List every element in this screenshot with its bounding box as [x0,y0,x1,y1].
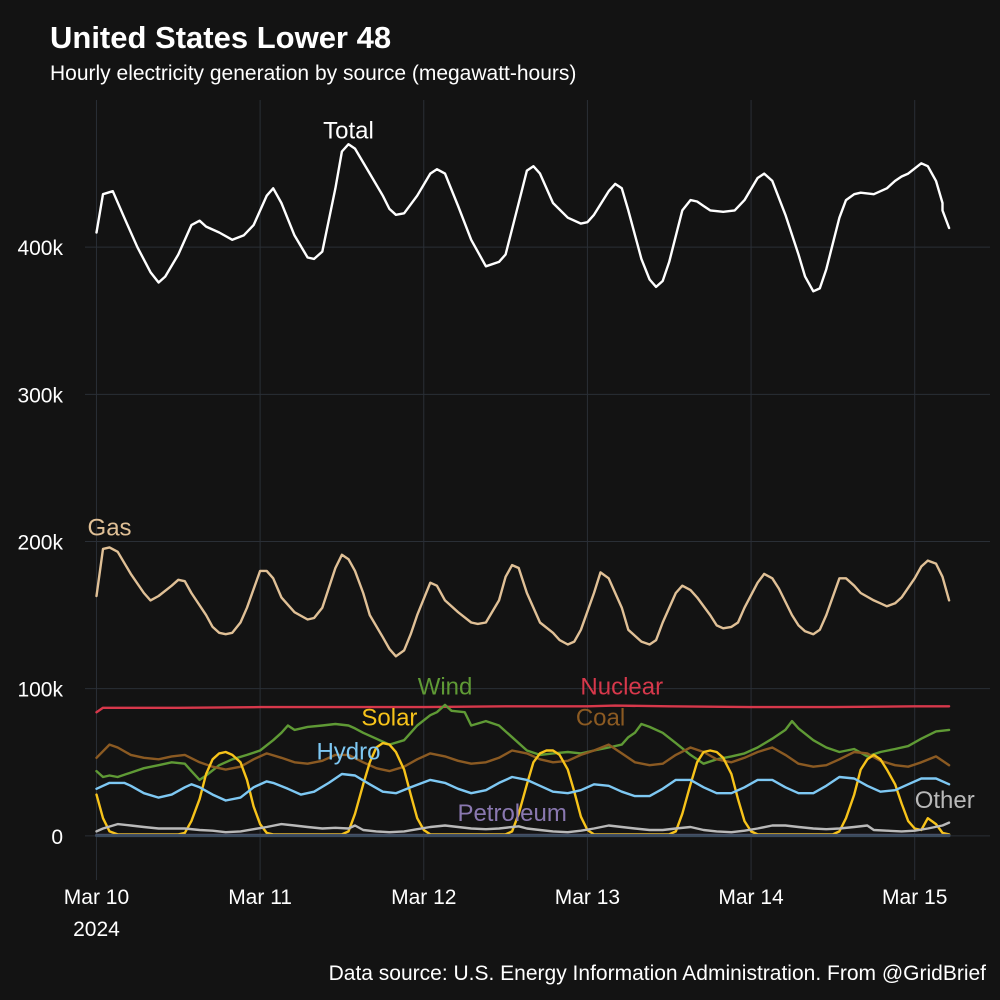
y-tick-label: 0 [51,826,63,849]
x-tick-label: Mar 15 [882,886,947,909]
y-tick-label: 100k [17,679,63,702]
axes: 0 100k 200k 300k 400k Mar 10 Mar 11 Mar 12 Mar 1… [17,237,947,941]
series-line-gas [95,546,951,658]
chart-title: United States Lower 48 [50,20,392,55]
chart-subtitle: Hourly electricity generation by source … [50,62,577,85]
y-tick-label: 300k [17,384,63,407]
data-source-note: Data source: U.S. Energy Information Adm… [328,962,986,985]
series-label-other: Other [915,787,975,814]
x-tick-sublabel: 2024 [73,918,120,941]
series-label-solar: Solar [361,704,417,731]
series-line-other [95,821,951,834]
series-label-gas: Gas [88,515,132,542]
x-tick-label: Mar 11 [228,886,292,909]
series-line-solar [95,741,951,836]
series-label-hydro: Hydro [316,738,380,765]
series-line-coal [95,743,951,773]
series-label-total: Total [323,117,374,144]
y-tick-label: 200k [17,532,63,555]
series-line-hydro [95,772,951,802]
x-tick-label: Mar 13 [555,886,620,909]
x-tick-label: Mar 12 [391,886,456,909]
series-lines [95,143,951,838]
series-label-petroleum: Petroleum [457,800,566,827]
x-tick-label: Mar 14 [718,886,784,909]
series-line-nuclear [95,704,951,714]
series-label-wind: Wind [418,674,473,701]
x-tick-label: Mar 10 [64,886,129,909]
y-tick-label: 400k [17,237,63,260]
series-line-total [95,143,951,293]
grid [85,100,990,880]
series-labels: Total Gas Wind Nuclear Solar Coal Hydro Other Pe… [88,117,975,827]
series-label-coal: Coal [576,704,625,731]
series-line-wind [95,703,951,782]
series-label-nuclear: Nuclear [580,674,663,701]
